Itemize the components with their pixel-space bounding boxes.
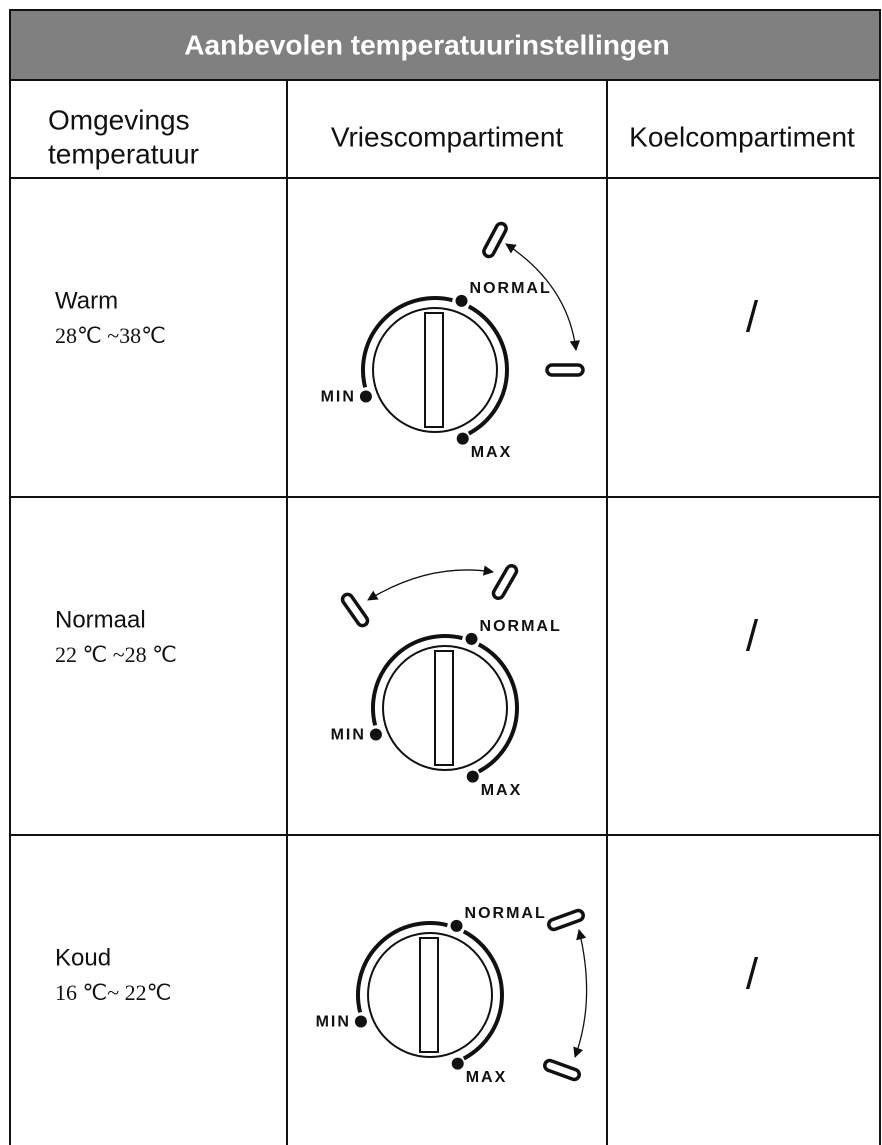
header: Omgevings [48,104,190,135]
condition: Koud [55,944,111,971]
dial-label: MAX [481,782,523,799]
header: temperatuur [48,138,199,169]
pointer [547,909,584,931]
dial-label: MIN [316,1014,351,1031]
dial-dot [466,633,478,645]
dial-knob [383,646,507,770]
dial-label: MIN [331,727,366,744]
pointer [492,564,519,600]
dial-label: MIN [321,389,356,406]
dial-dot [457,433,469,445]
dial-slot [425,313,443,427]
dial-dot [452,1058,464,1070]
dial: MIN NORMAL MAX [331,564,562,799]
dial-dot [456,295,468,307]
dial-knob [373,308,497,432]
header: Koelcompartiment [629,121,855,152]
condition: Normaal [55,606,146,633]
dial-dot [355,1016,367,1028]
dial-scale [479,644,517,771]
range-arrow [368,570,493,600]
header: Vriescompartiment [331,121,564,152]
dial-label: MAX [466,1069,508,1086]
dial-knob [368,933,492,1057]
dial: MIN NORMAL MAX [316,905,587,1086]
dial-scale [464,931,502,1058]
temperature-range: 16 ℃~ 22℃ [55,980,171,1005]
pointer [482,222,508,258]
dial-scale [469,306,507,433]
dial-dot [370,729,382,741]
dial-label: NORMAL [470,280,552,297]
pointer [341,592,370,627]
dial-scale [373,636,462,725]
dial-scale [358,923,447,1012]
temperature-range: 28℃ ~38℃ [55,323,166,348]
dial: MIN NORMAL MAX [321,222,583,461]
dial-slot [435,651,453,765]
dial-dot [451,920,463,932]
document: Aanbevolen temperatuurinstellingen Omgev… [0,0,882,1145]
fridge-setting: / [746,950,759,999]
title: Aanbevolen temperatuurinstellingen [184,29,669,60]
dial-dot [467,771,479,783]
condition: Warm [55,287,118,314]
pointer [547,365,583,375]
dial-slot [420,938,438,1052]
dial-dot [360,391,372,403]
range-arrow [575,930,587,1057]
dial-scale [363,298,452,387]
dial-label: NORMAL [480,618,562,635]
dial-label: MAX [471,444,513,461]
pointer [543,1059,580,1081]
fridge-setting: / [746,293,759,342]
temperature-range: 22 ℃ ~28 ℃ [55,642,177,667]
fridge-setting: / [746,612,759,661]
dial-label: NORMAL [465,905,547,922]
